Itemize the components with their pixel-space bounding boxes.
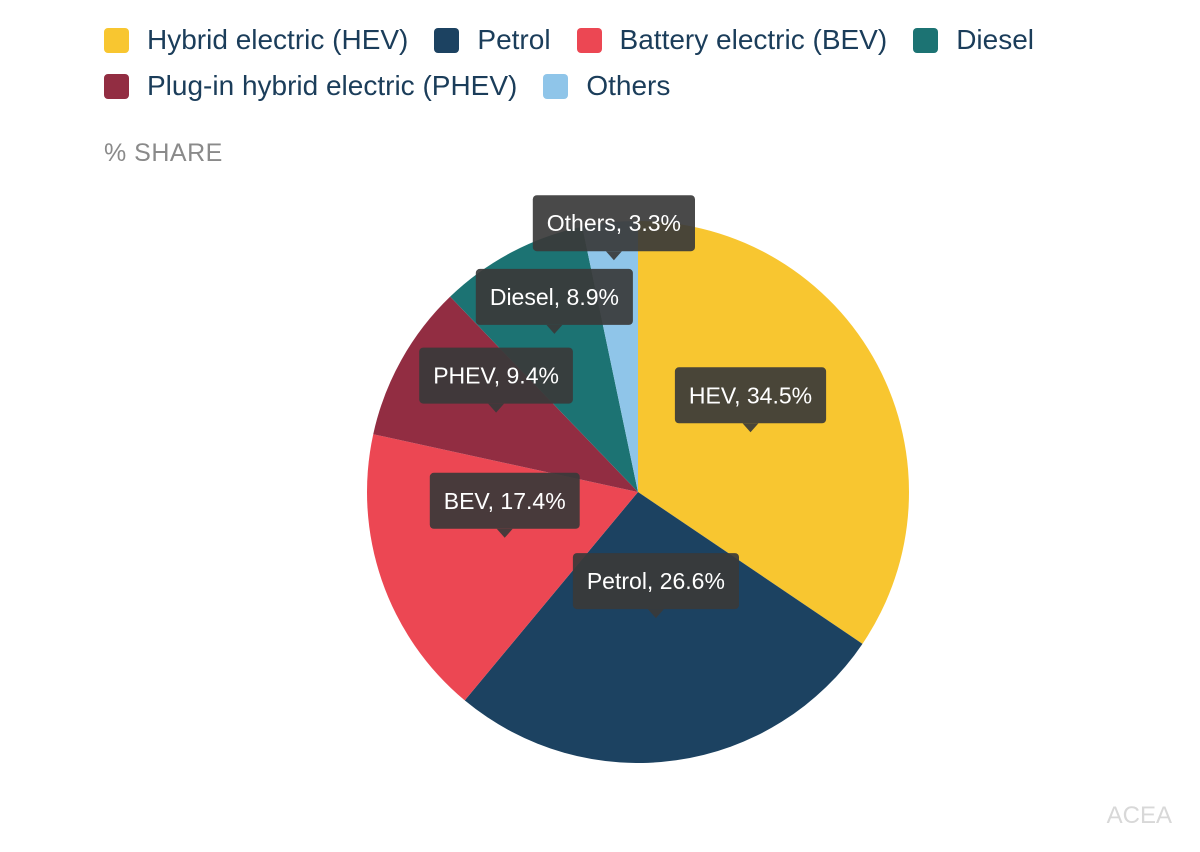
- legend-swatch: [104, 27, 129, 53]
- source-label: ACEA: [1106, 802, 1172, 829]
- slice-label-box: [572, 553, 739, 610]
- legend-swatch: [543, 73, 569, 99]
- slice-label-pointer: [546, 324, 563, 334]
- legend-swatch: [913, 27, 939, 53]
- slice-label-box: [419, 347, 573, 404]
- legend-label: Hybrid electric (HEV): [147, 24, 409, 55]
- slice-data-label: BEV, 17.4%: [429, 472, 580, 538]
- slice-label-text: HEV, 34.5%: [689, 382, 812, 408]
- legend-item[interactable]: Diesel: [913, 22, 1034, 58]
- legend-item[interactable]: Hybrid electric (HEV): [104, 22, 408, 58]
- slice-label-text: PHEV, 9.4%: [433, 363, 559, 389]
- slice-label-text: Others, 3.3%: [547, 210, 681, 236]
- slice-label-box: [429, 472, 580, 529]
- legend-label: Others: [586, 70, 671, 101]
- slice-data-label: Diesel, 8.9%: [475, 268, 633, 334]
- unit-label: % SHARE: [104, 139, 223, 167]
- legend-label: Plug-in hybrid electric (PHEV): [147, 70, 518, 101]
- legend-swatch: [576, 27, 602, 53]
- pie-slice[interactable]: [464, 492, 863, 764]
- legend-swatch: [104, 73, 129, 99]
- chart-legend: Hybrid electric (HEV) Petrol Battery elect…: [104, 22, 1164, 104]
- slice-label-pointer: [742, 423, 759, 433]
- slice-label-text: Diesel, 8.9%: [490, 284, 619, 310]
- slice-label-pointer: [647, 609, 664, 619]
- slice-data-label: HEV, 34.5%: [674, 367, 827, 433]
- slice-label-box: [475, 268, 633, 325]
- pie-slice[interactable]: [638, 221, 910, 644]
- legend-item[interactable]: Others: [543, 68, 670, 104]
- slice-data-label: Others, 3.3%: [532, 195, 695, 261]
- legend-item[interactable]: Battery electric (BEV): [576, 22, 888, 58]
- slice-label-pointer: [605, 251, 622, 261]
- legend-label: Battery electric (BEV): [619, 24, 888, 55]
- legend-item[interactable]: Plug-in hybrid electric (PHEV): [104, 68, 517, 104]
- slice-data-label: Petrol, 26.6%: [572, 553, 739, 619]
- slice-label-box: [674, 367, 827, 424]
- legend-item[interactable]: Petrol: [434, 22, 551, 58]
- legend-label: Diesel: [956, 24, 1034, 55]
- legend-swatch: [434, 27, 460, 53]
- slice-data-label: PHEV, 9.4%: [419, 347, 573, 413]
- legend-label: Petrol: [477, 24, 551, 55]
- slice-label-pointer: [488, 403, 505, 413]
- slice-label-text: BEV, 17.4%: [444, 488, 566, 514]
- slice-label-box: [532, 195, 695, 252]
- slice-label-pointer: [496, 528, 513, 538]
- slice-label-text: Petrol, 26.6%: [587, 568, 725, 594]
